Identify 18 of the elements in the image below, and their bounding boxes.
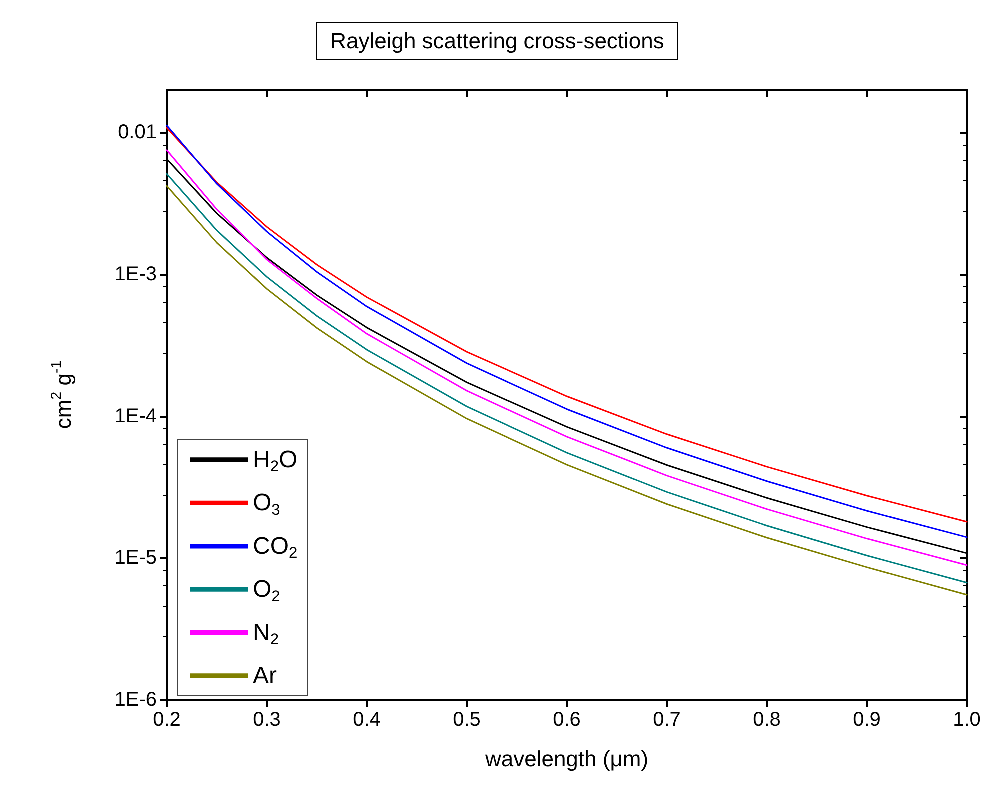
y-tick-label: 1E-5 [114, 547, 157, 570]
x-tick-label: 0.2 [153, 709, 181, 731]
y-axis-title: cm2 g-1 [48, 360, 76, 430]
x-tick-label: 1.0 [953, 709, 981, 731]
y-tick-label: 0.01 [118, 122, 157, 144]
x-axis-title: wavelength (μm) [484, 746, 649, 772]
x-tick-label: 0.5 [453, 709, 481, 731]
x-tick-label: 0.6 [553, 709, 581, 731]
y-tick-label: 1E-3 [114, 264, 157, 286]
y-tick-label: 1E-4 [114, 405, 157, 428]
chart-title: Rayleigh scattering cross-sections [330, 28, 664, 54]
y-tick-label: 1E-6 [114, 689, 157, 711]
x-tick-label: 0.8 [753, 709, 781, 731]
x-tick-label: 0.3 [253, 709, 281, 731]
x-tick-label: 0.9 [853, 709, 881, 731]
legend-label: Ar [253, 662, 278, 690]
x-tick-label: 0.4 [353, 709, 381, 731]
x-tick-label: 0.7 [653, 709, 681, 731]
